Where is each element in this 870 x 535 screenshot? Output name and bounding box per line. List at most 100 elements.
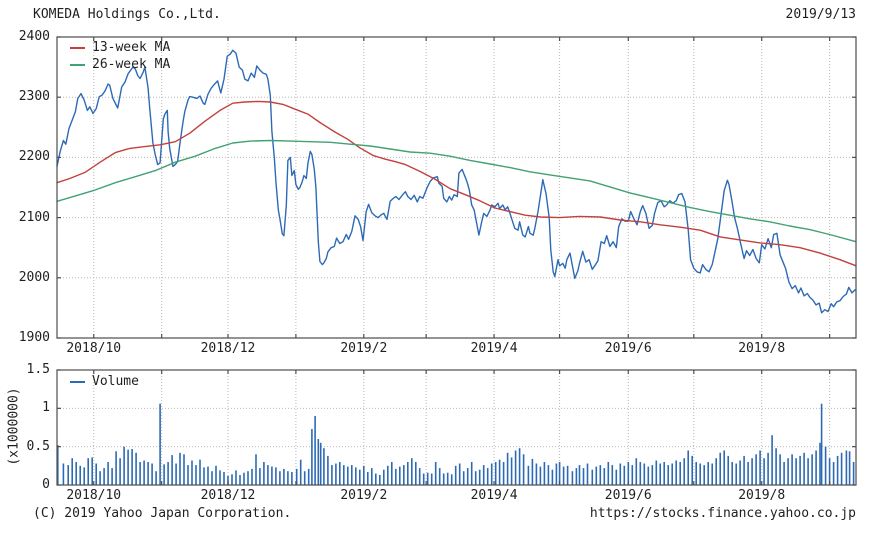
volume-bar — [399, 466, 401, 485]
volume-bar — [163, 464, 165, 485]
volume-bar — [470, 462, 473, 485]
volume-bar — [454, 465, 457, 485]
ma13-line-swatch-icon — [70, 46, 85, 49]
volume-bar — [659, 463, 661, 485]
volume-bar — [671, 463, 673, 485]
volume-bar — [727, 455, 729, 485]
volume-bar — [551, 469, 554, 485]
volume-bar — [111, 468, 113, 485]
volume-bar — [739, 460, 741, 485]
ma26-line — [56, 139, 857, 243]
volume-bar — [62, 463, 65, 485]
volume-bar — [375, 473, 377, 485]
volume-bar — [591, 469, 594, 485]
volume-bar — [667, 465, 669, 485]
volume-bar — [259, 468, 261, 485]
volume-bar — [575, 468, 578, 485]
volume-bar — [317, 439, 320, 485]
volume-bar — [331, 465, 333, 485]
main-x-tick-label: 2019/8 — [738, 341, 786, 356]
volume-bar — [522, 454, 525, 485]
volume-bar — [723, 450, 725, 485]
volume-bar — [99, 471, 101, 485]
chart-title: KOMEDA Holdings Co.,Ltd. — [33, 7, 221, 22]
volume-bar — [498, 459, 501, 485]
volume-bar — [639, 462, 642, 485]
volume-bar — [179, 452, 181, 485]
volume-bar — [215, 465, 217, 485]
volume-bar — [319, 442, 322, 485]
volume-bar — [707, 462, 709, 485]
volume-bar — [107, 462, 109, 485]
volume-bar — [699, 463, 701, 485]
main-x-tick-label: 2018/12 — [200, 341, 256, 356]
volume-bar — [731, 462, 733, 485]
volume-bar — [747, 462, 749, 485]
volume-bar — [211, 471, 213, 485]
volume-bar — [71, 458, 73, 485]
legend-label-volume: Volume — [92, 374, 139, 389]
volume-bar — [171, 455, 173, 485]
volume-bar — [87, 458, 89, 485]
volume-bar — [279, 471, 281, 485]
volume-bar — [267, 465, 269, 485]
volume-bar — [571, 471, 574, 485]
volume-bar — [223, 472, 225, 485]
volume-bar — [119, 458, 121, 485]
volume-bar — [143, 460, 145, 485]
volume-bar — [403, 465, 405, 485]
volume-bar — [339, 462, 341, 485]
volume-bar — [527, 465, 530, 485]
volume-bar — [115, 451, 117, 485]
volume-bar — [139, 462, 141, 485]
volume-bar — [687, 450, 689, 485]
volume-bar — [735, 463, 737, 485]
volume-bar — [595, 466, 598, 485]
volume-bar — [547, 465, 550, 485]
volume-bar — [442, 473, 445, 485]
volume-bar — [691, 455, 693, 485]
volume-bar — [787, 458, 789, 485]
volume-bar — [555, 463, 558, 485]
volume-bar — [430, 473, 433, 485]
volume-bar — [852, 462, 855, 485]
volume-bar — [759, 450, 761, 485]
volume-bar — [711, 463, 713, 485]
volume-bar — [371, 468, 373, 485]
volume-bar — [359, 469, 361, 485]
volume-bar — [155, 471, 157, 485]
volume-bar — [231, 474, 233, 485]
volume-bar — [751, 458, 753, 485]
volume-bar — [411, 458, 413, 485]
main-x-tick-label: 2019/6 — [604, 341, 652, 356]
volume-bar — [832, 462, 835, 485]
volume-bar — [611, 465, 614, 485]
volume-bar — [767, 452, 769, 485]
volume-bar — [395, 468, 397, 485]
legend-item-ma13: 13-week MA — [70, 40, 170, 55]
volume-bar — [123, 446, 125, 485]
chart-date: 2019/9/13 — [785, 7, 856, 22]
volume-x-tick-label: 2019/8 — [738, 488, 786, 503]
main-y-tick-label: 2200 — [18, 149, 50, 165]
volume-bar — [627, 462, 630, 485]
volume-bar — [434, 462, 437, 485]
volume-bar — [458, 463, 461, 485]
volume-bar — [418, 468, 421, 485]
volume-bar — [478, 469, 481, 485]
volume-bar — [815, 450, 817, 485]
volume-y-tick-label: 1.5 — [26, 362, 50, 377]
volume-bar — [695, 462, 697, 485]
volume-x-tick-label: 2019/4 — [470, 488, 518, 503]
volume-bar — [647, 466, 650, 485]
volume-bar — [506, 452, 509, 485]
copyright-text: (C) 2019 Yahoo Japan Corporation. — [33, 506, 292, 521]
volume-bar — [848, 451, 851, 485]
volume-bar — [755, 454, 757, 485]
volume-bar — [415, 462, 417, 485]
volume-bar — [803, 452, 805, 485]
volume-bar — [263, 462, 265, 485]
volume-bar — [219, 470, 221, 485]
volume-bar — [462, 471, 465, 485]
volume-bar — [438, 468, 441, 485]
